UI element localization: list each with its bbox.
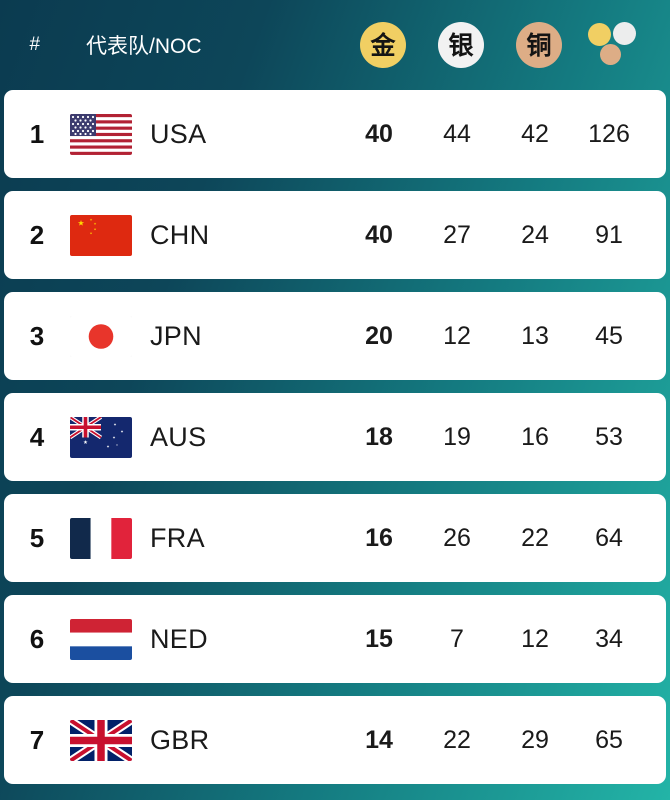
row-silver-count: 44 — [443, 119, 471, 148]
row-silver-count: 12 — [443, 321, 471, 350]
row-country: USA — [70, 113, 340, 155]
row-rank: 1 — [29, 118, 45, 149]
table-row[interactable]: 4 AUS 18 19 16 53 — [4, 393, 666, 481]
row-bronze-count: 13 — [521, 321, 549, 350]
row-bronze-count: 16 — [521, 422, 549, 451]
row-rank: 7 — [29, 724, 45, 755]
flag-cn-icon — [70, 214, 132, 256]
gold-medal-icon: 金 — [360, 22, 406, 68]
table-row[interactable]: 2 CHN 40 27 24 91 — [4, 191, 666, 279]
bronze-medal-icon: 铜 — [516, 22, 562, 68]
row-country: JPN — [70, 315, 340, 357]
table-header: # 代表队/NOC 金 银 铜 — [0, 0, 670, 90]
header-gold-column[interactable]: 金 — [344, 22, 422, 68]
row-total-count: 53 — [595, 422, 623, 451]
row-total-count: 91 — [595, 220, 623, 249]
row-noc-code: JPN — [150, 320, 202, 351]
header-silver-column[interactable]: 银 — [422, 22, 500, 68]
row-rank: 5 — [29, 522, 45, 553]
row-noc-code: AUS — [150, 421, 207, 452]
header-total-column[interactable] — [578, 22, 648, 68]
flag-nl-icon — [70, 618, 132, 660]
header-bronze-column[interactable]: 铜 — [500, 22, 578, 68]
row-total-count: 34 — [595, 624, 623, 653]
flag-au-icon — [70, 416, 132, 458]
total-medals-icon — [588, 22, 638, 68]
row-silver-count: 26 — [443, 523, 471, 552]
table-row[interactable]: 7 GBR 14 22 29 65 — [4, 696, 666, 784]
table-row[interactable]: 1 USA 40 44 42 126 — [4, 90, 666, 178]
row-noc-code: GBR — [150, 724, 210, 755]
flag-us-icon — [70, 113, 132, 155]
table-row[interactable]: 3 JPN 20 12 13 45 — [4, 292, 666, 380]
row-bronze-count: 22 — [521, 523, 549, 552]
table-row[interactable]: 6 NED 15 7 12 34 — [4, 595, 666, 683]
total-bronze-dot-icon — [600, 44, 621, 65]
flag-fr-icon — [70, 517, 132, 559]
row-gold-count: 16 — [365, 523, 393, 552]
row-country: GBR — [70, 719, 340, 761]
row-silver-count: 7 — [450, 624, 464, 653]
header-rank-label: # — [29, 34, 41, 55]
row-country: NED — [70, 618, 340, 660]
row-total-count: 126 — [588, 119, 630, 148]
silver-medal-icon: 银 — [438, 22, 484, 68]
total-gold-dot-icon — [588, 23, 611, 46]
row-gold-count: 40 — [365, 119, 393, 148]
row-gold-count: 15 — [365, 624, 393, 653]
medal-table-rows: 1 USA 40 44 42 126 2 — [0, 90, 670, 784]
row-noc-code: NED — [150, 623, 208, 654]
flag-jp-icon — [70, 315, 132, 357]
row-silver-count: 19 — [443, 422, 471, 451]
row-rank: 2 — [29, 219, 45, 250]
row-bronze-count: 42 — [521, 119, 549, 148]
table-row[interactable]: 5 FRA 16 26 22 64 — [4, 494, 666, 582]
row-silver-count: 27 — [443, 220, 471, 249]
row-noc-code: CHN — [150, 219, 210, 250]
total-silver-dot-icon — [613, 22, 636, 45]
row-country: FRA — [70, 517, 340, 559]
row-total-count: 65 — [595, 725, 623, 754]
row-country: AUS — [70, 416, 340, 458]
row-bronze-count: 12 — [521, 624, 549, 653]
row-noc-code: USA — [150, 118, 207, 149]
flag-gb-icon — [70, 719, 132, 761]
row-total-count: 64 — [595, 523, 623, 552]
row-bronze-count: 24 — [521, 220, 549, 249]
row-rank: 3 — [29, 320, 45, 351]
row-rank: 6 — [29, 623, 45, 654]
row-gold-count: 14 — [365, 725, 393, 754]
row-gold-count: 18 — [365, 422, 393, 451]
row-noc-code: FRA — [150, 522, 205, 553]
row-gold-count: 20 — [365, 321, 393, 350]
row-bronze-count: 29 — [521, 725, 549, 754]
row-country: CHN — [70, 214, 340, 256]
row-rank: 4 — [29, 421, 45, 452]
row-silver-count: 22 — [443, 725, 471, 754]
row-gold-count: 40 — [365, 220, 393, 249]
header-noc-label: 代表队/NOC — [86, 35, 202, 58]
row-total-count: 45 — [595, 321, 623, 350]
